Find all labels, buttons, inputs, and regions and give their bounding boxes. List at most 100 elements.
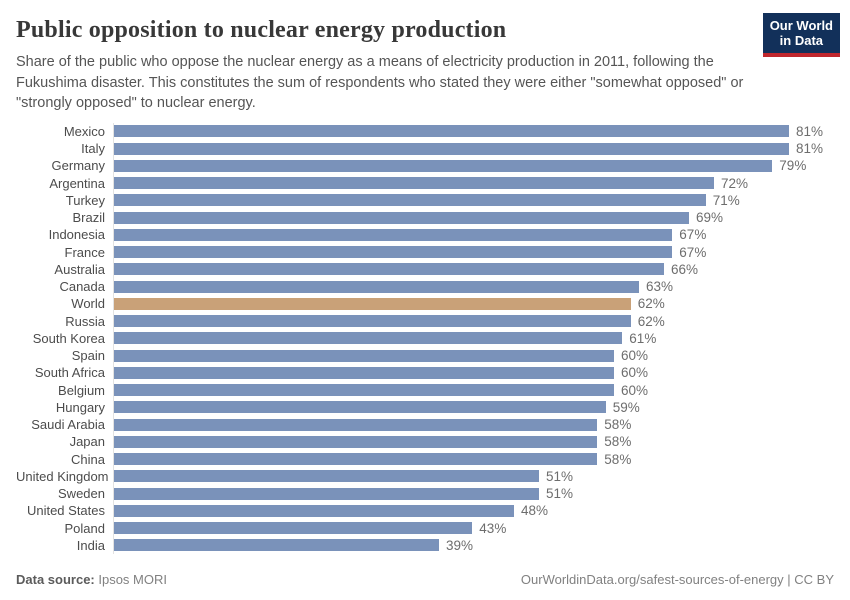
bar-track: 63% [113, 277, 834, 296]
category-label: South Korea [32, 330, 105, 346]
chart-row: United States 48% [16, 502, 834, 520]
bar[interactable] [114, 366, 614, 379]
bar[interactable] [114, 211, 689, 224]
bar[interactable] [114, 470, 539, 483]
bar-highlighted[interactable] [114, 297, 631, 310]
bar[interactable] [114, 228, 673, 241]
bar-track: 81% [113, 139, 834, 158]
bar-track: 67% [113, 243, 834, 261]
bar-value-label: 81% [796, 123, 824, 139]
chart-row: Saudi Arabia 58% [16, 415, 834, 434]
bar[interactable] [114, 349, 614, 362]
bar-value-label: 43% [479, 520, 507, 536]
bar-track: 58% [113, 415, 834, 434]
category-label: Germany [51, 158, 105, 174]
bar[interactable] [114, 263, 664, 276]
bar[interactable] [114, 487, 539, 500]
category-label: India [76, 537, 105, 553]
bar-value-label: 58% [604, 434, 632, 450]
chart-row: Sweden 51% [16, 484, 834, 503]
bar-value-label: 71% [712, 192, 740, 208]
category-label: Sweden [58, 486, 105, 502]
bar[interactable] [114, 418, 598, 431]
bar[interactable] [114, 177, 714, 190]
bar-track: 69% [113, 208, 834, 227]
chart-row: Germany 79% [16, 157, 834, 175]
bar-value-label: 60% [621, 348, 649, 364]
bar-track: 72% [113, 174, 834, 192]
chart-row: China 58% [16, 450, 834, 468]
chart: Mexico 81% Italy 81% Germany 79% Argentina 72% T… [0, 122, 850, 554]
chart-row: India 39% [16, 536, 834, 554]
category-label: Turkey [65, 192, 105, 208]
category-label: Italy [81, 141, 105, 157]
chart-row: Italy 81% [16, 139, 834, 158]
owid-logo[interactable]: Our World in Data [762, 13, 840, 57]
header: Public opposition to nuclear energy prod… [0, 0, 850, 114]
data-source-label: Data source: [16, 572, 95, 587]
bar-track: 48% [113, 502, 834, 520]
chart-row: Argentina 72% [16, 174, 834, 192]
chart-row: Japan 58% [16, 433, 834, 451]
footer: Data source: Ipsos MORI OurWorldinData.o… [16, 572, 834, 587]
bar-value-label: 39% [446, 537, 474, 553]
category-label: Australia [54, 261, 105, 277]
bar[interactable] [114, 453, 598, 466]
bar[interactable] [114, 401, 606, 414]
bar-track: 59% [113, 398, 834, 416]
bar-track: 61% [113, 329, 834, 347]
bar-value-label: 60% [621, 382, 649, 398]
bar-value-label: 66% [671, 261, 699, 277]
bar-value-label: 61% [629, 330, 657, 346]
category-label: United States [26, 503, 105, 519]
bar-value-label: 67% [679, 227, 707, 243]
bar-track: 60% [113, 381, 834, 399]
bar[interactable] [114, 125, 789, 138]
bar-value-label: 62% [637, 313, 665, 329]
category-label: Hungary [55, 399, 105, 415]
bar-track: 60% [113, 364, 834, 382]
chart-row: World 62% [16, 295, 834, 313]
chart-row: Poland 43% [16, 519, 834, 537]
category-label: Canada [59, 279, 105, 295]
data-source-value: Ipsos MORI [94, 572, 167, 587]
category-label: China [71, 451, 105, 467]
bar[interactable] [114, 435, 598, 448]
bar[interactable] [114, 332, 623, 345]
category-label: Belgium [58, 382, 105, 398]
chart-row: Australia 66% [16, 260, 834, 278]
data-source: Data source: Ipsos MORI [16, 572, 167, 587]
chart-row: Belgium 60% [16, 381, 834, 399]
bar-track: 60% [113, 346, 834, 365]
bar[interactable] [114, 315, 631, 328]
bar[interactable] [114, 159, 773, 172]
bar-value-label: 58% [604, 451, 632, 467]
bar-value-label: 63% [646, 279, 674, 295]
bar[interactable] [114, 142, 789, 155]
owid-logo-line1: Our World [769, 18, 833, 33]
bar[interactable] [114, 504, 514, 517]
bar-value-label: 51% [546, 486, 574, 502]
bar[interactable] [114, 246, 673, 259]
chart-row: Mexico 81% [16, 122, 834, 140]
bar[interactable] [114, 280, 639, 293]
bar-track: 39% [113, 536, 834, 554]
footer-link[interactable]: OurWorldinData.org/safest-sources-of-ene… [520, 572, 834, 587]
page-title: Public opposition to nuclear energy prod… [16, 17, 507, 43]
bar[interactable] [114, 384, 614, 397]
bar-value-label: 48% [521, 503, 549, 519]
bar-value-label: 81% [796, 141, 824, 157]
category-label: Spain [71, 348, 105, 364]
bar[interactable] [114, 194, 706, 207]
bar[interactable] [114, 539, 439, 552]
bar-value-label: 62% [637, 296, 665, 312]
bar-track: 66% [113, 260, 834, 278]
bar[interactable] [114, 522, 473, 535]
category-label: Japan [69, 434, 105, 450]
category-label: Argentina [49, 175, 105, 191]
category-label: Russia [65, 313, 105, 329]
bar-track: 62% [113, 312, 834, 330]
bar-track: 58% [113, 450, 834, 468]
category-label: Indonesia [48, 227, 105, 243]
